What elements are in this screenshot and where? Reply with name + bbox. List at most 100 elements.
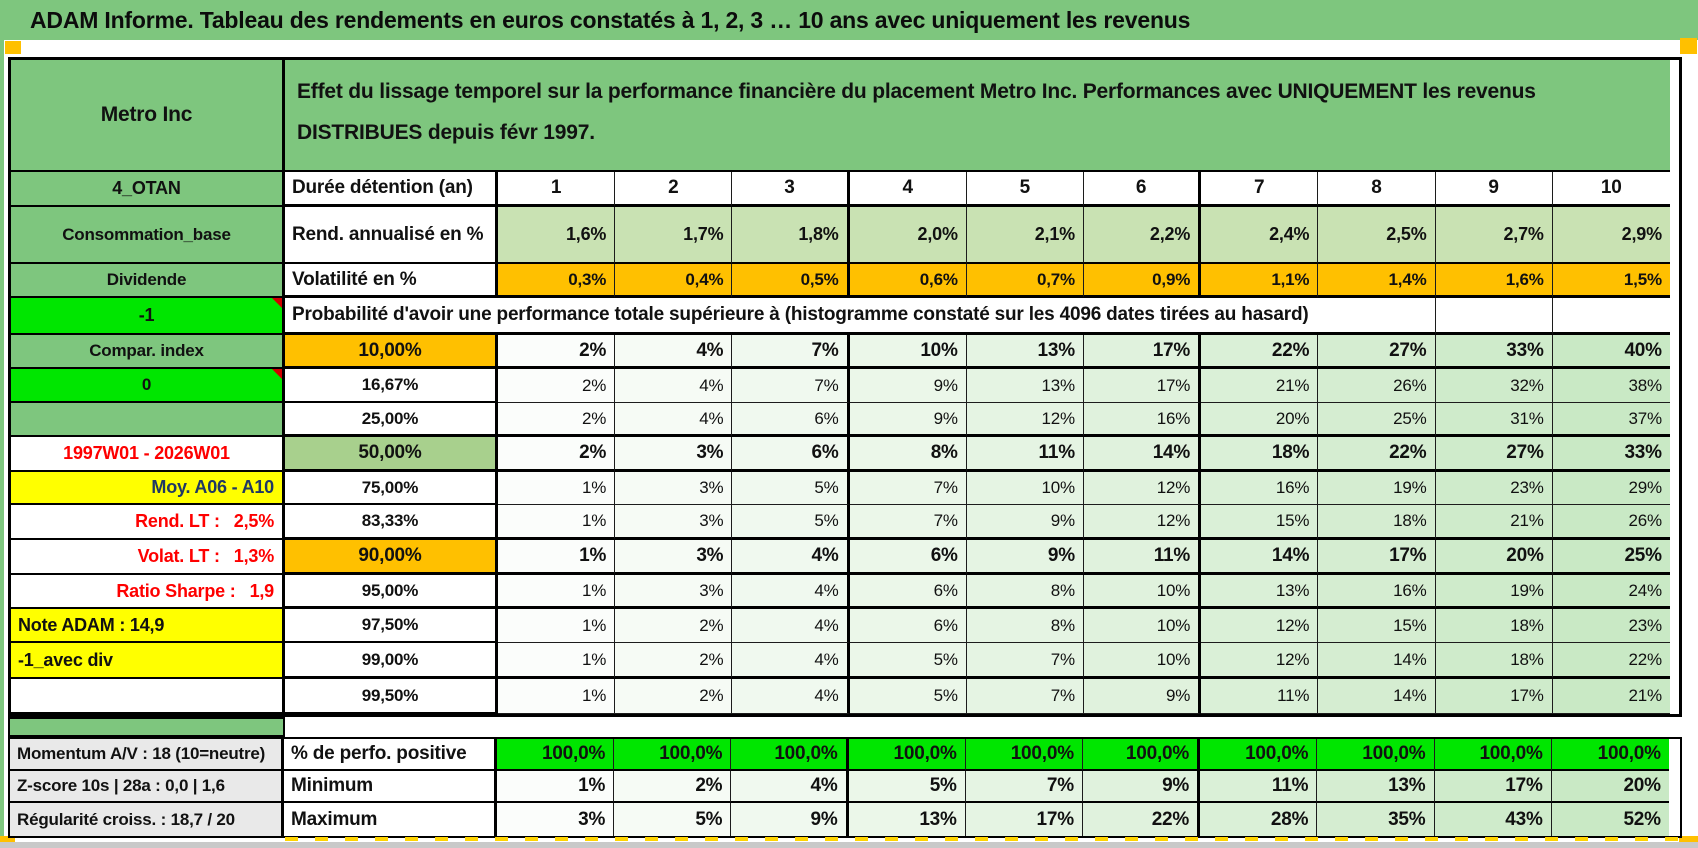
row-label-cell[interactable] (11, 403, 285, 437)
value-cell[interactable]: 2% (498, 369, 616, 403)
value-cell[interactable]: 20% (1435, 540, 1553, 575)
value-cell[interactable]: 18% (1435, 643, 1553, 679)
title-banner[interactable]: ADAM Informe. Tableau des rendements en … (0, 0, 1698, 40)
value-cell[interactable]: 0,9% (1083, 264, 1202, 298)
empty-cell[interactable] (1552, 298, 1670, 335)
value-cell[interactable]: 3% (615, 505, 733, 540)
value-cell[interactable]: 8% (966, 575, 1084, 609)
value-cell[interactable]: 13% (848, 803, 966, 836)
value-cell[interactable]: 2,7% (1435, 207, 1553, 264)
empty-cell[interactable] (1435, 298, 1553, 335)
value-cell[interactable]: 12% (1083, 472, 1202, 505)
value-cell[interactable]: 100,0% (848, 739, 966, 771)
value-cell[interactable]: 1% (497, 771, 615, 803)
value-cell[interactable]: 10% (849, 335, 967, 369)
value-cell[interactable]: 52% (1551, 803, 1669, 836)
value-cell[interactable]: 100,0% (1434, 739, 1552, 771)
row-label-cell[interactable]: Consommation_base (11, 207, 285, 264)
corner-label-cell[interactable]: 4_OTAN (11, 172, 285, 207)
value-cell[interactable]: 1,4% (1318, 264, 1436, 298)
value-cell[interactable]: 17% (1434, 771, 1552, 803)
threshold-cell[interactable]: 83,33% (285, 505, 498, 540)
value-cell[interactable]: 22% (1552, 643, 1670, 679)
value-cell[interactable]: 100,0% (965, 739, 1083, 771)
probability-note-cell[interactable]: Probabilité d'avoir une performance tota… (285, 298, 1436, 335)
value-cell[interactable]: 2% (615, 643, 733, 679)
value-cell[interactable]: 3% (497, 803, 615, 836)
value-cell[interactable]: 32% (1435, 369, 1553, 403)
value-cell[interactable]: 28% (1200, 803, 1318, 836)
value-cell[interactable]: 15% (1201, 505, 1319, 540)
value-cell[interactable]: 3% (615, 472, 733, 505)
value-cell[interactable]: 18% (1201, 437, 1319, 472)
value-cell[interactable]: 14% (1318, 679, 1436, 714)
value-cell[interactable]: 14% (1201, 540, 1319, 575)
value-cell[interactable]: 9% (731, 803, 849, 836)
col-header-cell[interactable]: 1 (498, 172, 616, 207)
value-cell[interactable]: 100,0% (731, 739, 849, 771)
value-cell[interactable]: 13% (1201, 575, 1319, 609)
value-cell[interactable]: 5% (849, 643, 967, 679)
value-cell[interactable]: 9% (849, 369, 967, 403)
value-cell[interactable]: 1% (498, 643, 616, 679)
value-cell[interactable]: 4% (732, 540, 850, 575)
value-cell[interactable]: 17% (1318, 540, 1436, 575)
value-cell[interactable]: 1% (498, 505, 616, 540)
row-label-cell[interactable]: Moy. A06 - A10 (11, 472, 285, 505)
value-cell[interactable]: 5% (732, 472, 850, 505)
value-cell[interactable]: 15% (1318, 609, 1436, 643)
value-cell[interactable]: 7% (849, 472, 967, 505)
value-cell[interactable]: 4% (615, 335, 733, 369)
value-cell[interactable]: 1,6% (498, 207, 616, 264)
value-cell[interactable]: 5% (614, 803, 732, 836)
value-cell[interactable]: 33% (1552, 437, 1670, 472)
row-label-cell[interactable]: Rend. LT : 2,5% (11, 505, 285, 540)
value-cell[interactable]: 100,0% (1082, 739, 1201, 771)
row-label-cell[interactable]: Compar. index (11, 335, 285, 369)
value-cell[interactable]: 1% (498, 575, 616, 609)
row-label-cell[interactable] (11, 679, 285, 714)
row-label-cell[interactable]: 1997W01 - 2026W01 (11, 437, 285, 472)
value-cell[interactable]: 1,8% (732, 207, 850, 264)
metric-label-cell[interactable]: Minimum (284, 771, 497, 803)
value-cell[interactable]: 19% (1318, 472, 1436, 505)
value-cell[interactable]: 2,5% (1318, 207, 1436, 264)
threshold-cell[interactable]: 99,00% (285, 643, 498, 679)
threshold-cell[interactable]: 90,00% (285, 540, 498, 575)
value-cell[interactable]: 22% (1318, 437, 1436, 472)
row-label-cell[interactable]: Ratio Sharpe : 1,9 (11, 575, 285, 609)
value-cell[interactable]: 13% (966, 335, 1084, 369)
value-cell[interactable]: 21% (1435, 505, 1553, 540)
value-cell[interactable]: 12% (1201, 643, 1319, 679)
value-cell[interactable]: 3% (615, 437, 733, 472)
col-header-cell[interactable]: 9 (1435, 172, 1553, 207)
value-cell[interactable]: 1,7% (615, 207, 733, 264)
value-cell[interactable]: 5% (849, 679, 967, 714)
value-cell[interactable]: 12% (1201, 609, 1319, 643)
col-header-cell[interactable]: 3 (732, 172, 850, 207)
value-cell[interactable]: 6% (849, 575, 967, 609)
value-cell[interactable]: 2% (498, 335, 616, 369)
value-cell[interactable]: 16% (1201, 472, 1319, 505)
value-cell[interactable]: 10% (1083, 643, 1202, 679)
value-cell[interactable]: 2% (498, 403, 616, 437)
value-cell[interactable]: 2,0% (849, 207, 967, 264)
value-cell[interactable]: 23% (1552, 609, 1670, 643)
col-header-cell[interactable]: 6 (1083, 172, 1202, 207)
value-cell[interactable]: 2,4% (1201, 207, 1319, 264)
row-label-cell[interactable]: Z-score 10s | 28a : 0,0 | 1,6 (10, 771, 284, 803)
threshold-cell[interactable]: 10,00% (285, 335, 498, 369)
metric-label-cell[interactable]: Volatilité en % (285, 264, 498, 298)
value-cell[interactable]: 4% (732, 643, 850, 679)
duration-header-cell[interactable]: Durée détention (an) (285, 172, 498, 207)
value-cell[interactable]: 1% (498, 679, 616, 714)
threshold-cell[interactable]: 95,00% (285, 575, 498, 609)
value-cell[interactable]: 11% (1200, 771, 1318, 803)
value-cell[interactable]: 4% (732, 679, 850, 714)
threshold-cell[interactable]: 75,00% (285, 472, 498, 505)
value-cell[interactable]: 100,0% (1200, 739, 1318, 771)
value-cell[interactable]: 4% (732, 575, 850, 609)
value-cell[interactable]: 3% (615, 540, 733, 575)
threshold-cell[interactable]: 50,00% (285, 437, 498, 472)
value-cell[interactable]: 6% (849, 609, 967, 643)
